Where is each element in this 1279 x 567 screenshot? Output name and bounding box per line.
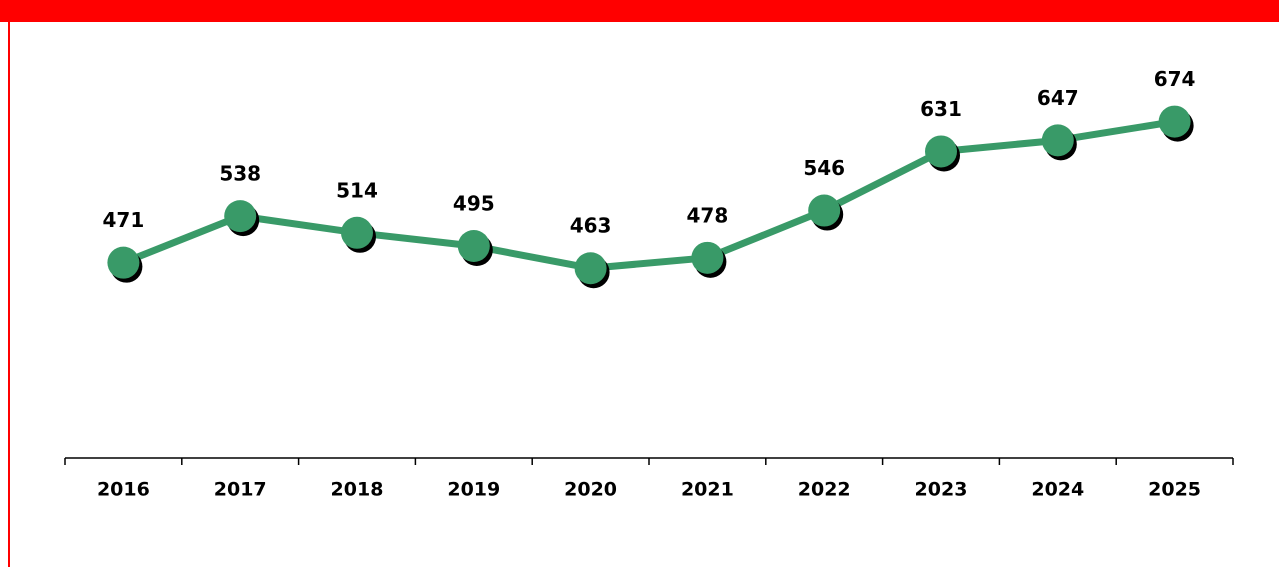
data-point [107, 246, 143, 283]
x-tick-label: 2018 [331, 479, 384, 501]
header-banner [0, 0, 1279, 22]
marker [457, 230, 490, 262]
data-label: 514 [336, 178, 378, 202]
x-tick-label: 2022 [798, 479, 851, 501]
data-label: 478 [687, 203, 729, 227]
marker [574, 252, 607, 285]
x-tick-label: 2024 [1031, 479, 1084, 501]
x-tick-label: 2025 [1148, 479, 1201, 501]
data-point [574, 252, 610, 289]
marker [691, 241, 724, 274]
x-tick-label: 2021 [681, 479, 734, 501]
data-label: 538 [219, 162, 261, 186]
data-point [457, 230, 493, 266]
data-label: 631 [920, 97, 962, 121]
data-point [1041, 124, 1077, 161]
data-point [224, 200, 260, 237]
data-label: 463 [570, 214, 612, 238]
marker [1158, 105, 1191, 138]
data-line [122, 118, 1176, 272]
marker [341, 216, 373, 249]
data-point [1158, 105, 1194, 142]
data-point [691, 241, 727, 278]
data-label: 674 [1154, 67, 1196, 91]
x-tick-label: 2016 [97, 479, 150, 501]
marker [808, 194, 841, 227]
marker [1041, 124, 1074, 157]
data-point [925, 135, 960, 172]
x-tick-label: 2020 [564, 479, 617, 501]
marker [925, 135, 957, 168]
x-tick-label: 2019 [447, 479, 500, 501]
data-point [808, 194, 844, 231]
marker [224, 200, 257, 233]
marker [107, 246, 140, 279]
data-label: 471 [103, 208, 145, 232]
data-label: 546 [803, 156, 845, 180]
x-tick-label: 2023 [915, 479, 968, 501]
data-label: 495 [453, 192, 495, 216]
x-tick-label: 2017 [214, 479, 267, 501]
data-point [341, 216, 376, 253]
data-label: 647 [1037, 86, 1079, 110]
